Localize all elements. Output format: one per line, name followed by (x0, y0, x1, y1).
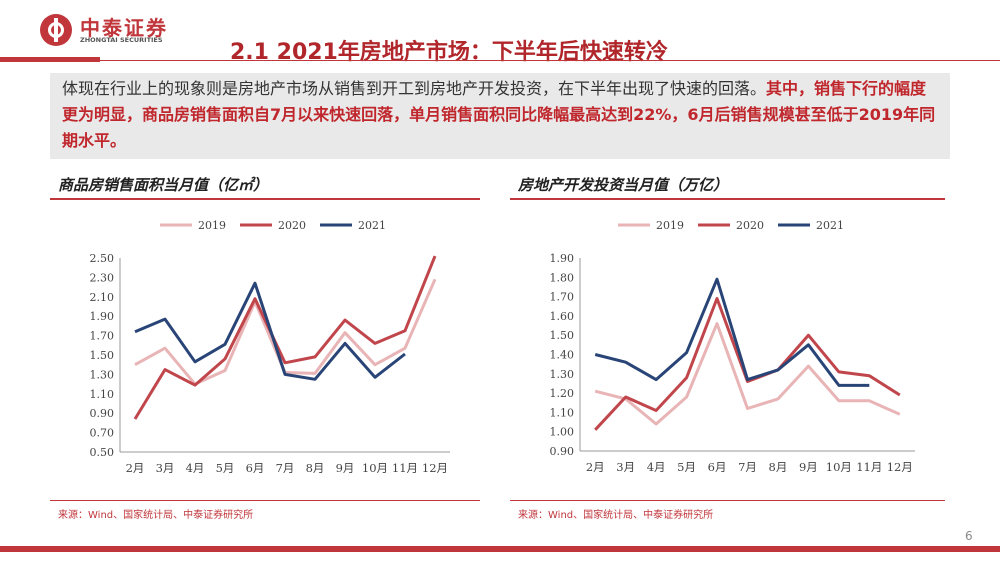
y-tick-label: 1.40 (550, 349, 575, 362)
x-tick-label: 2月 (126, 461, 145, 475)
y-tick-label: 1.20 (550, 387, 575, 400)
source-divider (510, 500, 945, 501)
x-tick-label: 12月 (422, 461, 448, 475)
header-accent-bar (0, 57, 100, 62)
chart-title-box-sales: 商品房销售面积当月值（亿㎡） (50, 172, 480, 200)
chart-title-underline (50, 198, 480, 200)
y-tick-label: 0.50 (90, 446, 115, 459)
y-tick-label: 1.10 (90, 388, 115, 401)
legend-label-2020: 2020 (736, 219, 764, 232)
y-tick-label: 1.50 (550, 329, 575, 342)
y-tick-label: 1.70 (90, 330, 115, 343)
y-tick-label: 1.10 (550, 406, 575, 419)
y-tick-label: 2.10 (90, 291, 115, 304)
x-tick-label: 11月 (856, 460, 882, 474)
chart-title-investment: 房地产开发投资当月值（万亿） (518, 176, 729, 194)
x-tick-label: 8月 (306, 461, 325, 475)
summary-plain-text: 体现在行业上的现象则是房地产市场从销售到开工到房地产开发投资，在下半年出现了快速… (62, 79, 767, 98)
y-tick-label: 1.60 (550, 310, 575, 323)
source-note-investment: 来源：Wind、国家统计局、中泰证券研究所 (518, 510, 714, 521)
x-tick-label: 8月 (769, 460, 788, 474)
y-tick-label: 1.70 (550, 291, 575, 304)
x-tick-label: 10月 (362, 461, 388, 475)
y-tick-label: 2.50 (90, 252, 115, 265)
x-tick-label: 7月 (738, 460, 757, 474)
header-divider (100, 60, 1000, 61)
x-tick-label: 4月 (647, 460, 666, 474)
company-logo: 中泰证券 ZHONGTAI SECURITIES (40, 12, 180, 48)
y-tick-label: 1.50 (90, 349, 115, 362)
y-tick-label: 1.90 (550, 252, 575, 265)
x-tick-label: 6月 (708, 460, 727, 474)
x-tick-label: 3月 (156, 461, 175, 475)
investment-chart: 2019 2020 2021 1.90 1.80 1.70 1.60 1.50 1.40 1.30… (550, 219, 915, 474)
chart-title-sales: 商品房销售面积当月值（亿㎡） (58, 176, 269, 194)
logo-text-en: ZHONGTAI SECURITIES (80, 36, 163, 44)
y-tick-label: 2.30 (90, 271, 115, 284)
x-tick-label: 4月 (186, 461, 205, 475)
summary-highlight-text: 其中，销售下行的幅度更为明显，商品房销售面积自7月以来快速回落，单月销售面积同比… (62, 79, 936, 150)
legend-label-2021: 2021 (816, 219, 844, 232)
y-tick-label: 1.80 (550, 271, 575, 284)
chart-title-box-investment: 房地产开发投资当月值（万亿） (510, 172, 945, 200)
source-note-sales: 来源：Wind、国家统计局、中泰证券研究所 (58, 510, 254, 521)
x-tick-label: 6月 (246, 461, 265, 475)
series-line-2021 (594, 277, 870, 387)
slide-title: 2.1 2021年房地产市场：下半年后快速转冷 (230, 40, 668, 65)
y-tick-label: 1.90 (90, 310, 115, 323)
x-tick-label: 10月 (826, 460, 852, 474)
legend-label-2019: 2019 (198, 219, 226, 232)
chart-title-underline (510, 198, 945, 200)
series-line-2020 (594, 297, 901, 431)
x-tick-label: 11月 (392, 461, 418, 475)
y-tick-label: 1.30 (550, 368, 575, 381)
y-tick-label: 1.00 (550, 426, 575, 439)
series-line-2021 (134, 281, 406, 381)
x-tick-label: 5月 (216, 461, 235, 475)
x-tick-label: 7月 (276, 461, 295, 475)
source-divider (50, 500, 480, 501)
legend-label-2019: 2019 (656, 219, 684, 232)
logo-mark-icon (40, 14, 72, 46)
y-tick-label: 0.90 (90, 407, 115, 420)
summary-box: 体现在行业上的现象则是房地产市场从销售到开工到房地产开发投资，在下半年出现了快速… (50, 73, 950, 159)
series-line-2019 (134, 278, 437, 386)
series-line-2019 (594, 322, 901, 426)
logo-text-cn: 中泰证券 (80, 16, 168, 40)
series-line-2020 (133, 255, 437, 420)
x-tick-label: 9月 (799, 460, 818, 474)
legend-label-2020: 2020 (278, 219, 306, 232)
y-tick-label: 1.30 (90, 368, 115, 381)
x-tick-label: 3月 (616, 460, 635, 474)
page-number: 6 (965, 529, 973, 543)
x-tick-label: 5月 (677, 460, 696, 474)
x-tick-label: 12月 (887, 460, 913, 474)
x-tick-label: 2月 (586, 460, 605, 474)
y-tick-label: 0.90 (550, 445, 575, 458)
sales-area-chart: 2019 2020 2021 2.50 2.30 2.10 1.90 1.70 1.50 1.30… (90, 219, 450, 475)
x-tick-label: 9月 (336, 461, 355, 475)
footer-bar (0, 546, 1000, 552)
legend-label-2021: 2021 (358, 219, 386, 232)
y-tick-label: 0.70 (90, 427, 115, 440)
